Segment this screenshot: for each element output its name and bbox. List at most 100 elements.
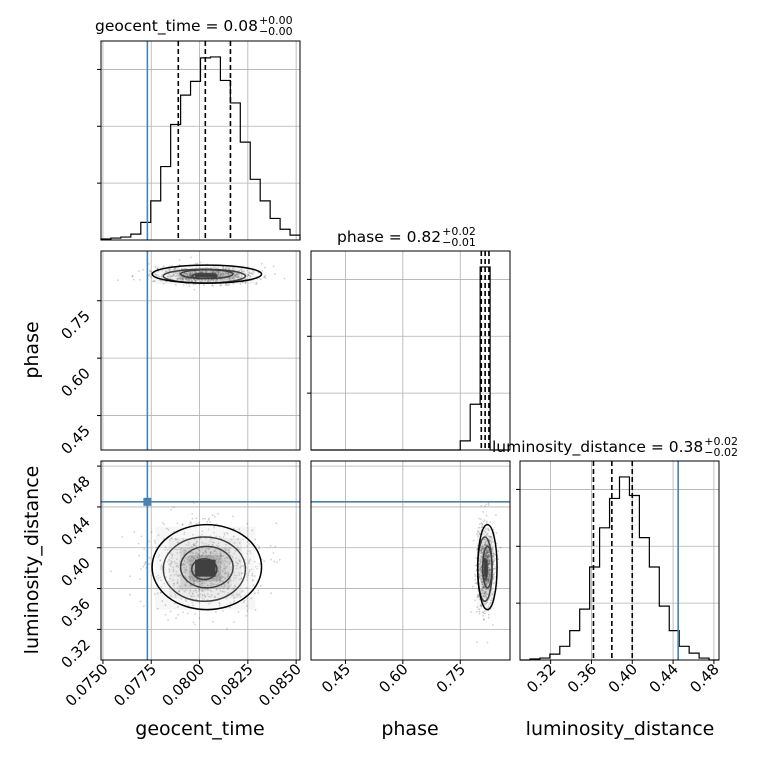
sample-point <box>185 278 187 281</box>
sample-point <box>241 275 243 278</box>
sample-point <box>483 544 486 546</box>
sample-point <box>482 614 485 617</box>
sample-point <box>485 540 488 543</box>
sample-point <box>489 559 491 562</box>
sample-point <box>240 276 243 279</box>
sample-point <box>179 551 181 554</box>
sample-point <box>222 536 225 538</box>
sample-point <box>117 279 119 282</box>
sample-point <box>485 591 488 593</box>
sample-point <box>207 548 210 551</box>
sample-point <box>228 277 231 280</box>
sample-point <box>488 558 491 561</box>
sample-point <box>474 573 476 576</box>
sample-point <box>476 544 479 547</box>
sample-point <box>153 539 156 542</box>
sample-point <box>491 548 493 550</box>
sample-point <box>235 273 238 276</box>
sample-point <box>215 535 218 538</box>
sample-point <box>244 594 246 597</box>
sample-point <box>148 274 150 277</box>
sample-point <box>247 274 250 276</box>
sample-point <box>179 277 182 280</box>
sample-point <box>140 535 143 538</box>
sample-point <box>216 552 218 555</box>
sample-point <box>487 557 489 560</box>
sample-point <box>480 548 483 551</box>
sample-point <box>484 555 487 558</box>
sample-point <box>195 278 198 281</box>
sample-point <box>479 558 482 561</box>
sample-point <box>192 543 195 546</box>
sample-point <box>486 593 489 596</box>
sample-point <box>232 587 235 590</box>
sample-point <box>241 564 244 567</box>
sample-point <box>251 574 253 576</box>
sample-point <box>259 277 261 280</box>
sample-point <box>189 570 192 573</box>
sample-point <box>181 277 183 280</box>
sample-point <box>176 275 178 277</box>
sample-point <box>480 603 483 606</box>
sample-point <box>215 550 217 552</box>
sample-point <box>237 538 240 541</box>
sample-point <box>180 547 183 550</box>
histogram-luminosity_distance <box>520 476 719 661</box>
sample-point <box>491 537 493 540</box>
truth-marker <box>143 497 152 506</box>
sample-point <box>199 270 202 273</box>
sample-point <box>212 280 215 283</box>
sample-point <box>485 582 487 585</box>
sample-point <box>210 552 212 554</box>
sample-point <box>485 550 487 553</box>
histogram-geocent_time <box>100 56 301 240</box>
sample-point <box>483 586 485 589</box>
sample-point <box>226 627 228 630</box>
sample-point <box>201 595 204 597</box>
sample-point <box>222 272 225 275</box>
sample-point <box>183 552 186 555</box>
sample-point <box>489 521 492 523</box>
contour-line <box>151 523 263 611</box>
sample-point <box>218 602 221 604</box>
sample-point <box>489 562 491 564</box>
sample-point <box>489 573 491 576</box>
sample-point <box>493 581 496 584</box>
sample-point <box>488 569 491 572</box>
sample-point <box>188 575 191 578</box>
sample-point <box>216 278 219 281</box>
sample-point <box>167 619 170 621</box>
sample-point <box>183 571 185 573</box>
sample-point <box>138 578 141 580</box>
sample-point <box>191 574 194 577</box>
sample-point <box>219 270 222 273</box>
sample-point <box>187 279 190 282</box>
sample-point <box>219 552 222 555</box>
sample-point <box>482 533 484 535</box>
sample-point <box>487 551 490 554</box>
sample-point <box>192 576 194 579</box>
sample-point <box>482 545 485 548</box>
sample-point <box>238 572 241 574</box>
sample-point <box>480 567 483 570</box>
sample-point <box>164 613 167 616</box>
sample-point <box>258 547 261 550</box>
sample-point <box>484 594 486 596</box>
sample-point <box>486 555 489 557</box>
sample-point <box>258 545 260 548</box>
sample-point <box>214 553 217 556</box>
sample-point <box>154 273 157 276</box>
sample-point <box>181 588 184 591</box>
sample-point <box>488 568 491 571</box>
sample-point <box>199 266 202 269</box>
sample-point <box>200 271 203 273</box>
sample-point <box>481 589 483 592</box>
sample-point <box>219 555 222 558</box>
sample-point <box>237 276 239 279</box>
sample-point <box>177 546 180 549</box>
sample-point <box>480 549 482 552</box>
sample-point <box>202 552 205 555</box>
sample-point <box>157 534 160 537</box>
y-tick-label-phase: 0.45 <box>57 422 93 458</box>
sample-point <box>487 502 490 505</box>
